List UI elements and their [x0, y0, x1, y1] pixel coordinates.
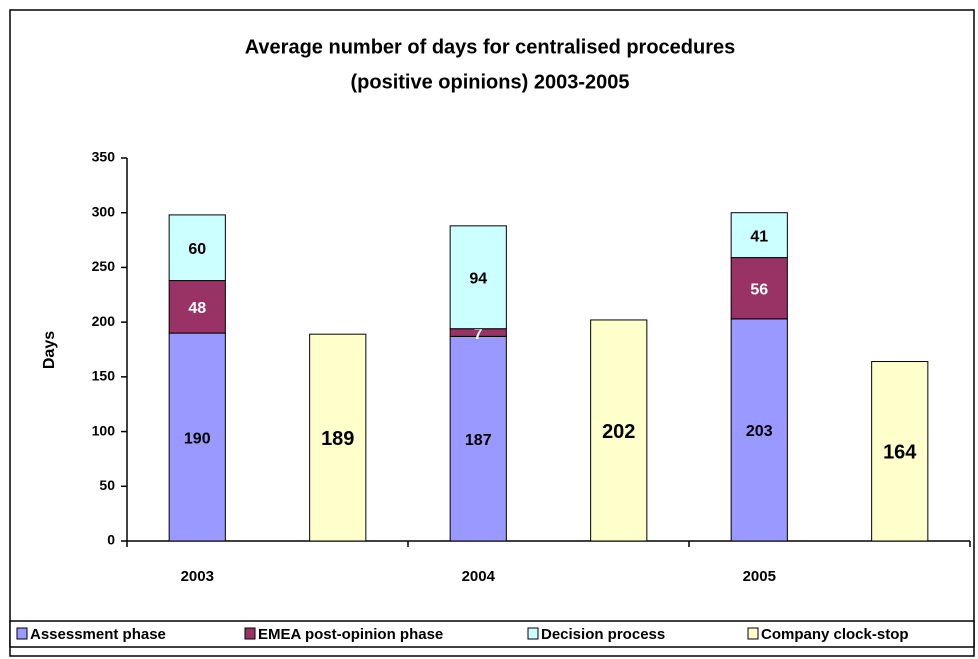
data-label: 164 [883, 442, 917, 464]
legend-swatch [747, 627, 759, 640]
y-tick-label: 250 [92, 258, 116, 274]
data-label: 202 [602, 421, 635, 443]
bar-segment [449, 335, 507, 542]
x-tick-label: 2003 [181, 568, 214, 585]
legend-label: Company clock-stop [761, 626, 909, 643]
data-label: 94 [469, 270, 487, 287]
y-tick-label: 200 [92, 313, 116, 329]
legend-swatch [527, 627, 539, 640]
x-tick-label: 2004 [462, 568, 496, 585]
legend-swatch [16, 627, 28, 640]
y-tick-label: 50 [99, 477, 115, 493]
bar-segment [730, 212, 788, 259]
chart-title: Average number of days for centralised p… [245, 36, 736, 58]
y-axis-label: Days [41, 331, 58, 369]
legend-swatch [244, 627, 256, 640]
data-label: 190 [184, 430, 211, 447]
x-tick-label: 2005 [743, 568, 776, 585]
bar-segment [168, 280, 226, 334]
bar-segment [449, 225, 507, 330]
y-tick-label: 100 [92, 422, 116, 438]
bar-segment [871, 361, 929, 542]
legend [9, 620, 975, 648]
y-tick-label: 0 [107, 532, 115, 548]
legend-label: EMEA post-opinion phase [258, 626, 443, 643]
data-label: 56 [750, 281, 768, 298]
data-label: 60 [188, 241, 206, 258]
data-label: 7 [474, 326, 483, 343]
bar-segment [168, 332, 226, 542]
bar-segment [168, 214, 226, 282]
data-label: 189 [321, 428, 354, 450]
bar-segment [309, 333, 367, 542]
y-tick-label: 350 [92, 149, 116, 165]
data-label: 48 [188, 300, 206, 317]
bar-segment [730, 257, 788, 320]
data-label: 187 [465, 432, 492, 449]
chart-title: (positive opinions) 2003-2005 [351, 71, 630, 93]
data-label: 203 [746, 423, 773, 440]
data-label: 41 [750, 228, 768, 245]
legend-label: Decision process [541, 626, 665, 643]
y-tick-label: 300 [92, 203, 116, 219]
legend-label: Assessment phase [30, 626, 166, 643]
y-tick-label: 150 [92, 368, 116, 384]
bar-segment [590, 319, 648, 542]
bar-segment [730, 318, 788, 542]
